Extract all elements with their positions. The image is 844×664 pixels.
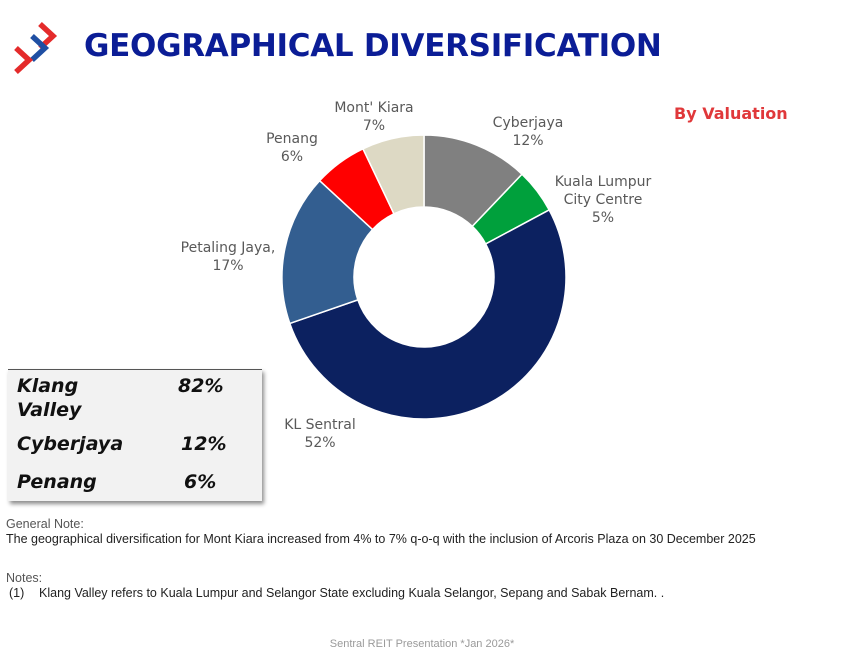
page-title: GEOGRAPHICAL DIVERSIFICATION [84,28,662,64]
chart-subtitle: By Valuation [674,104,788,123]
slice-label: KL Sentral 52% [284,417,356,451]
general-note-heading: General Note: [6,517,84,531]
general-note-text: The geographical diversification for Mon… [6,532,756,546]
summary-region-name: Cyberjaya [17,433,124,455]
slice-label: Mont' Kiara 7% [334,100,413,134]
summary-region-percent: 6% [184,471,217,493]
note-1-marker: (1) [9,586,25,600]
notes-heading: Notes: [6,571,43,585]
slice-label: Penang 6% [266,131,318,165]
donut-chart: Cyberjaya 12% Kuala Lumpur City Centre 5% KL … [181,100,652,451]
summary-region-percent: 82% [178,375,224,397]
donut-slice-kl-sentral [288,208,567,420]
note-1-text: Klang Valley refers to Kuala Lumpur and … [39,586,665,600]
summary-table: Klang Valley 82% Cyberjaya 12% Penang 6% [8,369,262,501]
footer-text: Sentral REIT Presentation *Jan 2026* [329,638,515,650]
summary-region-percent: 12% [181,433,227,455]
summary-region-name: Penang [17,471,97,493]
company-logo-icon [14,21,58,74]
donut-slice-mont-kiara [361,134,425,215]
slice-label: Kuala Lumpur City Centre 5% [555,174,652,226]
slice-label: Petaling Jaya, 17% [181,240,276,274]
summary-region-name: Klang Valley [17,375,82,421]
slice-label: Cyberjaya 12% [493,115,564,149]
donut-slice-petaling-jaya [281,179,374,325]
